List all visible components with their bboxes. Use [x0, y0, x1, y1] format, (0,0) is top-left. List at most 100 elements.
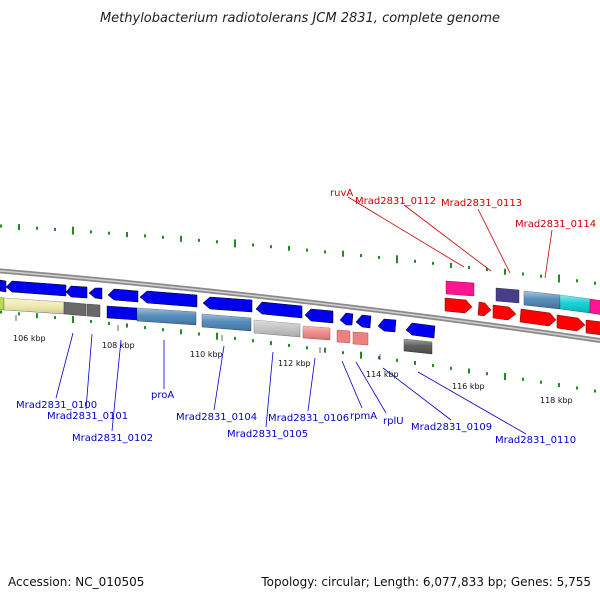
- gc-skew-dot: [540, 274, 542, 278]
- gc-skew-dot: [522, 272, 524, 276]
- tick-label-108: 108 kbp: [102, 341, 135, 350]
- gc-skew-dot: [324, 250, 326, 254]
- gene-label-0105[interactable]: Mrad2831_0105: [227, 429, 308, 440]
- gc-skew-dot: [108, 321, 110, 325]
- gc-skew-dot: [252, 339, 254, 343]
- gc-skew-dot: [486, 372, 488, 376]
- gene-label-0102[interactable]: Mrad2831_0102: [72, 433, 153, 444]
- gene-label-0109[interactable]: Mrad2831_0109: [411, 422, 492, 433]
- gene-arrow-0110[interactable]: [405, 322, 436, 339]
- gc-skew-dot: [558, 274, 560, 283]
- gc-skew-dot: [576, 279, 578, 283]
- gene-label-ruvA[interactable]: ruvA: [330, 188, 353, 199]
- gc-skew-dot: [216, 240, 218, 244]
- gc-skew-dot: [342, 250, 344, 257]
- gene-arrow-0114[interactable]: [519, 308, 557, 327]
- gene-arrow-0101b[interactable]: [88, 287, 103, 300]
- reverse-gene-labels: [55, 332, 527, 435]
- gene-arrow-0101[interactable]: [65, 285, 88, 299]
- accession-text: Accession: NC_010505: [8, 575, 144, 589]
- genome-summary-text: Topology: circular; Length: 6,077,833 bp…: [260, 575, 591, 589]
- gene-label-0101[interactable]: Mrad2831_0101: [47, 411, 128, 422]
- reverse-gloss: [4, 298, 432, 354]
- gene-label-proA[interactable]: proA: [151, 390, 174, 401]
- gc-skew-dot: [594, 389, 596, 393]
- map-title: Methylobacterium radiotolerans JCM 2831,…: [100, 11, 500, 26]
- gc-skew-dot: [144, 234, 146, 238]
- gene-arrow-0109[interactable]: [377, 318, 397, 333]
- gc-skew-dot: [576, 386, 578, 390]
- gene-arrow-ruvA[interactable]: [444, 297, 473, 314]
- gc-skew-dot: [90, 319, 92, 323]
- gc-skew-dot: [234, 336, 236, 340]
- kbp-scale: 106 kbp 108 kbp 110 kbp 112 kbp 114 kbp …: [13, 315, 573, 405]
- gene-arrow-0102[interactable]: [107, 288, 139, 303]
- gene-arrow-0104[interactable]: [202, 296, 253, 313]
- gc-skew-outer: [0, 224, 596, 285]
- gc-skew-inner: [0, 310, 596, 393]
- gc-skew-dot: [126, 323, 128, 328]
- gc-skew-dot: [306, 346, 308, 350]
- gc-skew-dot: [324, 347, 326, 353]
- gc-skew-dot: [180, 329, 182, 335]
- gc-skew-dot: [36, 226, 38, 230]
- gene-label-0104[interactable]: Mrad2831_0104: [176, 412, 257, 423]
- gene-arrow-rplU[interactable]: [355, 314, 372, 329]
- gc-skew-dot: [522, 377, 524, 381]
- gene-arrow-0116[interactable]: [585, 319, 600, 336]
- gene-label-0113[interactable]: Mrad2831_0113: [441, 198, 522, 209]
- gene-arrow-0113[interactable]: [492, 304, 517, 321]
- forward-gene-labels: [347, 196, 553, 279]
- gc-skew-dot: [468, 266, 470, 269]
- gc-skew-dot: [540, 380, 542, 384]
- gene-label-rplU[interactable]: rplU: [383, 416, 404, 427]
- gc-skew-dot: [0, 310, 2, 314]
- gc-skew-dot: [144, 326, 146, 330]
- gc-skew-dot: [270, 341, 272, 346]
- gene-arrow-0115[interactable]: [556, 314, 586, 332]
- gene-arrow-0112[interactable]: [477, 301, 492, 317]
- gc-skew-dot: [198, 238, 200, 242]
- tick-label-118: 118 kbp: [540, 396, 573, 405]
- gene-label-rpmA[interactable]: rpmA: [350, 411, 377, 422]
- gc-skew-dot: [486, 268, 488, 272]
- tick-label-110: 110 kbp: [190, 350, 223, 359]
- gc-skew-dot: [216, 332, 218, 340]
- gene-label-0100[interactable]: Mrad2831_0100: [16, 400, 97, 411]
- gene-label-0112[interactable]: Mrad2831_0112: [355, 196, 436, 207]
- gc-skew-dot: [198, 332, 200, 336]
- gc-skew-dot: [450, 262, 452, 268]
- gene-arrow-0105[interactable]: [255, 301, 303, 319]
- gene-label-0106[interactable]: Mrad2831_0106: [268, 413, 349, 424]
- gene-label-0114[interactable]: Mrad2831_0114: [515, 219, 596, 230]
- gene-arrow-0106[interactable]: [304, 308, 334, 324]
- gc-skew-dot: [306, 248, 308, 252]
- gc-skew-dot: [126, 232, 128, 237]
- gc-skew-dot: [360, 254, 362, 257]
- gc-skew-dot: [396, 358, 398, 362]
- gene-arrow-rpmA[interactable]: [339, 312, 354, 326]
- gene-label-0110[interactable]: Mrad2831_0110: [495, 435, 576, 446]
- gene-arrow-proA[interactable]: [139, 290, 198, 308]
- gc-skew-dot: [270, 245, 272, 249]
- forward-strand-row1: [445, 280, 600, 315]
- gc-skew-dot: [342, 351, 344, 355]
- gene-arrow-0100[interactable]: [5, 280, 67, 297]
- tick-label-116: 116 kbp: [452, 382, 485, 391]
- gc-skew-dot: [18, 312, 20, 316]
- tick-label-106: 106 kbp: [13, 334, 46, 343]
- gc-skew-dot: [504, 373, 506, 380]
- reverse-strand-row1: [0, 279, 436, 339]
- gc-skew-dot: [72, 316, 74, 323]
- gc-skew-dot: [432, 364, 434, 368]
- gc-skew-dot: [396, 255, 398, 264]
- gc-skew-dot: [504, 268, 506, 275]
- gc-skew-dot: [378, 356, 380, 360]
- gc-skew-dot: [54, 227, 56, 231]
- gc-skew-dot: [288, 245, 290, 251]
- gc-skew-dot: [414, 360, 416, 365]
- gene-arrow-0099[interactable]: [0, 279, 7, 293]
- gc-skew-dot: [162, 328, 164, 332]
- gc-skew-dot: [432, 261, 434, 265]
